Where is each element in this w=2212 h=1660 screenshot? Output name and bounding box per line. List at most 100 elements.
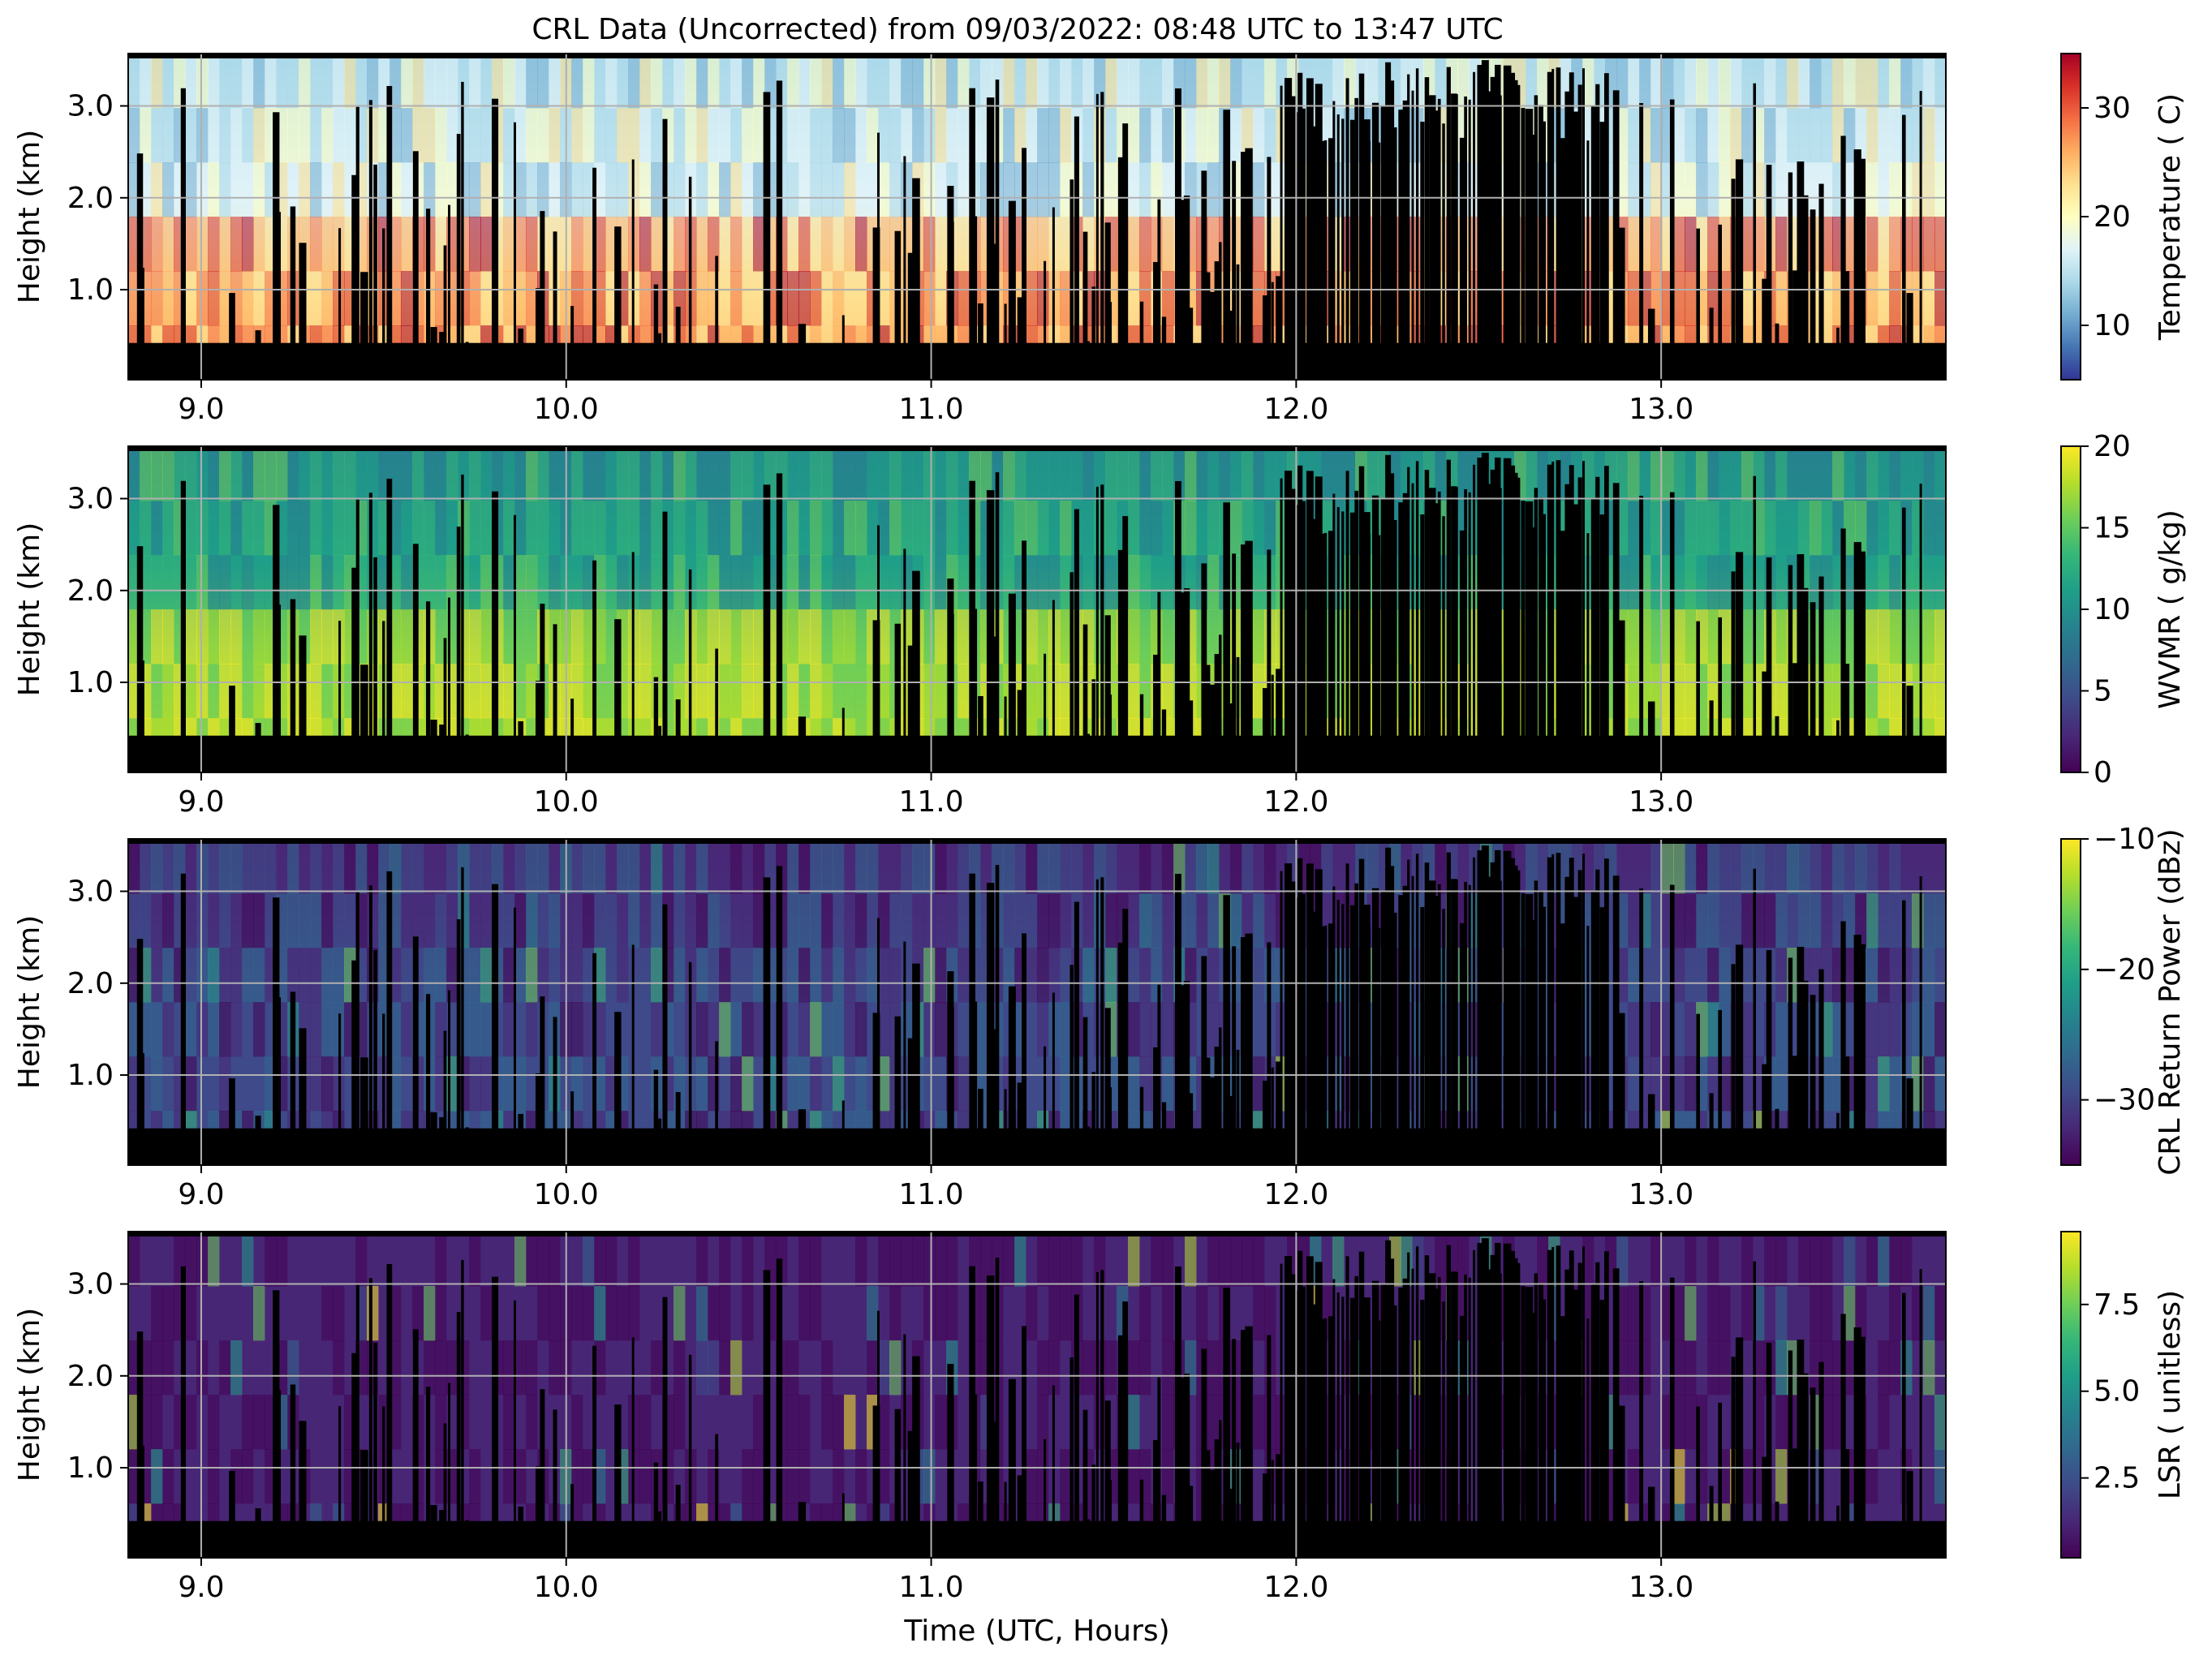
heatmap-cell [1866, 1286, 1878, 1341]
heatmap-cell [1094, 1232, 1106, 1287]
heatmap-cell [242, 1002, 254, 1057]
heatmap-cell [1696, 1232, 1708, 1287]
heatmap-cell [310, 108, 322, 163]
heatmap-cell [889, 162, 902, 217]
masked-column [1459, 137, 1467, 380]
heatmap-cell [1923, 54, 1935, 109]
heatmap-cell [742, 162, 754, 217]
heatmap-cell [1332, 54, 1345, 109]
heatmap-cell [594, 1232, 606, 1287]
heatmap-cell [742, 217, 754, 272]
heatmap-cell [1821, 839, 1833, 894]
heatmap-cell [787, 948, 799, 1003]
heatmap-cell [1844, 555, 1856, 610]
heatmap-cell [935, 217, 947, 272]
heatmap-cell [1457, 446, 1470, 501]
heatmap-cell [549, 1340, 561, 1396]
masked-column [1551, 1246, 1555, 1558]
masked-column [947, 186, 954, 380]
heatmap-cell [242, 555, 254, 610]
heatmap-cell [1037, 664, 1049, 719]
heatmap-cell [208, 1002, 220, 1057]
heatmap-cell [1912, 1056, 1924, 1112]
masked-column [1205, 1450, 1211, 1558]
masked-column [1341, 511, 1345, 772]
masked-column [1004, 1482, 1007, 1558]
heatmap-cell [321, 664, 334, 719]
heatmap-cell [1162, 1056, 1174, 1112]
heatmap-cell [514, 1395, 527, 1450]
masked-column [1451, 93, 1457, 380]
heatmap-cell [480, 217, 493, 272]
heatmap-cell [753, 217, 765, 272]
heatmap-cell [1934, 501, 1946, 556]
plot-frame [127, 1231, 1947, 1559]
heatmap-cell [435, 446, 447, 501]
heatmap-cell [1048, 555, 1061, 610]
heatmap-cell [469, 609, 481, 664]
heatmap-cell [287, 162, 299, 217]
masked-column [338, 1406, 342, 1558]
masked-column [876, 525, 880, 772]
heatmap-cell [151, 162, 163, 217]
heatmap-cell [253, 108, 265, 163]
heatmap-cell [958, 1232, 970, 1287]
heatmap-cell [1923, 1395, 1935, 1450]
masked-column [1762, 278, 1768, 380]
masked-column [1332, 101, 1336, 380]
heatmap-cell [1878, 609, 1890, 664]
heatmap-cell [753, 555, 765, 610]
masked-column [1122, 1301, 1129, 1558]
heatmap-cell [230, 1395, 243, 1450]
heatmap-cell [1060, 1449, 1072, 1504]
heatmap-cell [958, 664, 970, 719]
masked-column [1052, 1385, 1055, 1558]
heatmap-cell [389, 1286, 402, 1341]
heatmap-cell [1866, 609, 1878, 664]
heatmap-cell [526, 1002, 538, 1057]
masked-column [1617, 227, 1625, 380]
masked-column [1117, 157, 1125, 380]
heatmap-cell [798, 839, 811, 894]
heatmap-cell [1253, 664, 1265, 719]
heatmap-cell [923, 162, 936, 217]
masked-column [1490, 469, 1495, 772]
masked-column [1573, 504, 1579, 772]
heatmap-cell [1037, 1056, 1049, 1112]
heatmap-cell [662, 839, 674, 894]
heatmap-cell [708, 1232, 720, 1287]
heatmap-field-3 [128, 839, 1946, 1165]
heatmap-cell [1128, 1286, 1140, 1341]
heatmap-cell [1685, 1340, 1697, 1396]
masked-column [1044, 260, 1047, 380]
heatmap-cell [321, 1056, 334, 1112]
masked-column [1539, 890, 1543, 1165]
heatmap-cell [958, 948, 970, 1003]
heatmap-cell [321, 271, 334, 326]
masked-column [1341, 118, 1345, 380]
heatmap-cell [639, 108, 652, 163]
heatmap-cell [1707, 1232, 1719, 1287]
heatmap-cell [833, 1056, 845, 1112]
heatmap-cell [1037, 1002, 1049, 1057]
heatmap-cell [594, 555, 606, 610]
masked-column [1547, 464, 1554, 772]
y-tick-label: 3.0 [67, 1268, 114, 1301]
heatmap-cell [242, 839, 254, 894]
heatmap-cell [514, 501, 527, 556]
heatmap-cell [730, 217, 742, 272]
heatmap-cell [321, 839, 334, 894]
masked-column [1245, 1326, 1253, 1558]
heatmap-cell [1060, 609, 1072, 664]
heatmap-cell [458, 1232, 470, 1287]
colorbar-tick-label: −30 [2094, 1084, 2155, 1117]
heatmap-cell [1230, 839, 1242, 894]
heatmap-cell [1151, 446, 1163, 501]
colorbar [2060, 53, 2081, 381]
heatmap-cell [1650, 555, 1663, 610]
heatmap-cell [162, 271, 174, 326]
heatmap-cell [1775, 1002, 1788, 1057]
heatmap-cell [1026, 555, 1038, 610]
heatmap-cell [821, 108, 833, 163]
masked-column [1284, 78, 1293, 380]
